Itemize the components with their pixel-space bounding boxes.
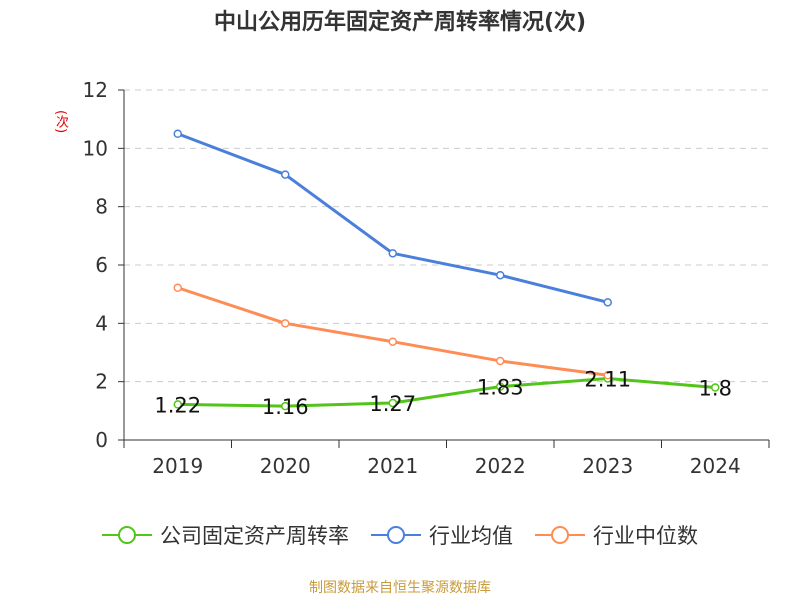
series-line-2 xyxy=(177,286,608,377)
y-axis-unit-label: (次) xyxy=(53,110,68,134)
legend-item-industry-mean[interactable]: 行业均值 xyxy=(371,520,513,550)
data-point xyxy=(173,400,182,409)
y-tick-label: 0 xyxy=(95,428,108,452)
data-point xyxy=(496,382,505,391)
x-tick-label: 2020 xyxy=(260,454,311,478)
y-tick-label: 4 xyxy=(95,311,108,335)
x-tick-label: 2021 xyxy=(367,454,418,478)
data-point xyxy=(173,283,182,292)
x-tick-label: 2024 xyxy=(690,454,741,478)
data-point xyxy=(603,298,612,307)
data-point xyxy=(281,170,290,179)
x-tick-label: 2022 xyxy=(475,454,526,478)
data-source-note: 制图数据来自恒生聚源数据库 xyxy=(309,580,491,596)
chart-legend: 公司固定资产周转率 行业均值 行业中位数 xyxy=(0,520,800,550)
data-label: 1.8 xyxy=(699,377,732,401)
legend-label-industry-mean: 行业均值 xyxy=(429,524,513,548)
y-tick-label: 2 xyxy=(95,370,108,394)
y-tick-label: 8 xyxy=(95,195,108,219)
data-point xyxy=(388,337,397,346)
data-label: 1.22 xyxy=(154,393,201,417)
data-label: 1.83 xyxy=(477,376,524,400)
data-point xyxy=(388,249,397,258)
legend-label-industry-median: 行业中位数 xyxy=(593,524,698,548)
data-label: 1.16 xyxy=(262,395,309,419)
x-tick-label: 2023 xyxy=(582,454,633,478)
data-point xyxy=(388,398,397,408)
data-point xyxy=(496,270,505,280)
data-point xyxy=(173,129,182,138)
series-line-0 xyxy=(177,376,716,408)
legend-line-icon-green xyxy=(102,526,152,544)
data-point xyxy=(496,356,505,366)
legend-line-icon-blue xyxy=(371,526,421,544)
data-point xyxy=(281,401,290,411)
series-line-1 xyxy=(177,132,609,304)
y-tick-label: 6 xyxy=(95,253,108,277)
data-point xyxy=(603,371,612,380)
data-point xyxy=(281,319,290,328)
data-point xyxy=(711,383,720,392)
legend-item-industry-median[interactable]: 行业中位数 xyxy=(535,520,698,550)
data-label: 2.11 xyxy=(584,367,631,391)
x-tick-label: 2019 xyxy=(152,454,203,478)
legend-label-company: 公司固定资产周转率 xyxy=(160,524,349,548)
legend-item-company[interactable]: 公司固定资产周转率 xyxy=(102,520,349,550)
legend-line-icon-orange xyxy=(535,526,585,544)
data-label: 1.27 xyxy=(369,392,416,416)
y-tick-label: 10 xyxy=(83,136,108,160)
chart-title: 中山公用历年固定资产周转率情况(次) xyxy=(213,10,587,35)
y-tick-label: 12 xyxy=(83,78,108,102)
